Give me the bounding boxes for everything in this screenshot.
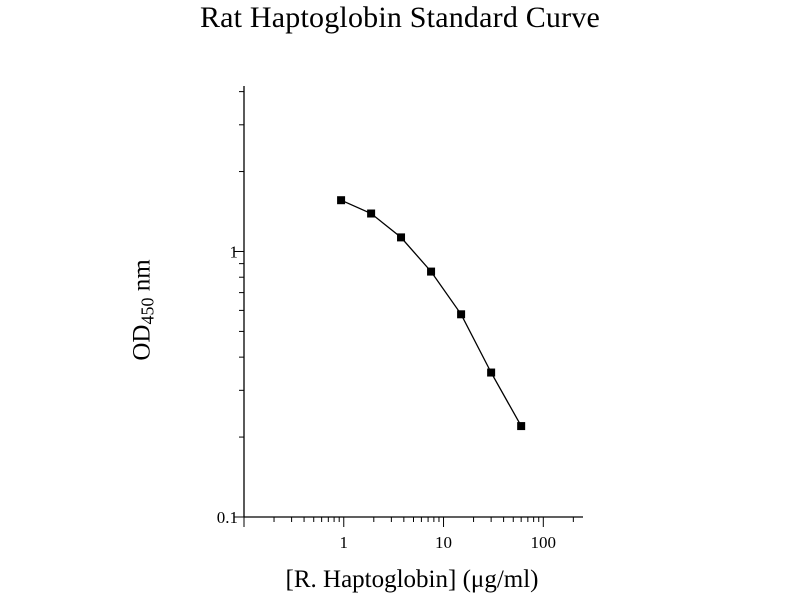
tick-labels: 0.1 1 1 10 100 — [217, 242, 556, 552]
series-lines — [340, 199, 522, 427]
data-point-marker — [397, 233, 406, 242]
data-point-marker — [337, 196, 346, 205]
x-tick-label: 10 — [435, 533, 452, 552]
y-axis-label: OD450 nm — [128, 259, 158, 361]
data-point-marker — [457, 310, 466, 319]
data-point-marker — [487, 368, 496, 377]
y-tick-label: 1 — [230, 242, 239, 261]
x-axis-label: [R. Haptoglobin] (μg/ml) — [285, 566, 539, 593]
y-tick-label: 0.1 — [217, 508, 238, 527]
chart-title: Rat Haptoglobin Standard Curve — [199, 1, 601, 34]
axes — [243, 86, 583, 518]
x-tick-label: 100 — [531, 533, 557, 552]
data-point-marker — [367, 209, 376, 218]
data-point-marker — [517, 422, 526, 431]
series-markers — [337, 196, 526, 431]
ticks — [234, 91, 574, 527]
x-tick-label: 1 — [340, 533, 349, 552]
series-line — [340, 199, 522, 427]
data-point-marker — [427, 267, 436, 276]
